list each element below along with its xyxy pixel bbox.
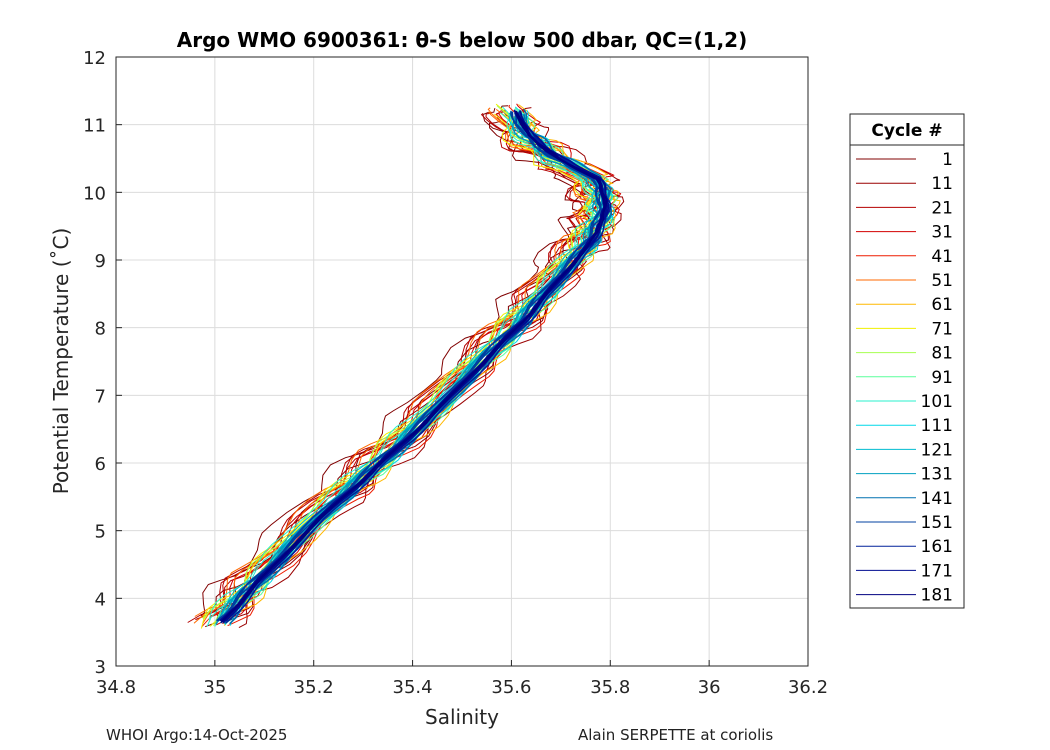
y-tick-label: 9 xyxy=(95,251,106,272)
y-tick-label: 6 xyxy=(95,454,106,475)
legend-entry-label: 31 xyxy=(931,223,953,243)
x-axis-label: Salinity xyxy=(425,705,499,729)
x-tick-label: 35.2 xyxy=(294,677,334,698)
x-tick-label: 35.4 xyxy=(393,677,433,698)
axis-ticks: 34.8 35 35.2 35.4 35.6 35.8 36 36.2 3 4 5 6 7 8 9 10 11 1… xyxy=(83,48,828,698)
cycle-profile-line xyxy=(195,112,588,621)
x-tick-label: 35.8 xyxy=(590,677,630,698)
y-axis-label: Potential Temperature (˚C) xyxy=(49,228,73,495)
cycle-profile-line xyxy=(220,111,606,623)
footer-right: Alain SERPETTE at coriolis xyxy=(578,726,774,744)
x-tick-label: 36 xyxy=(698,677,721,698)
y-tick-label: 3 xyxy=(95,657,106,678)
legend-entries: 1112131415161718191101111121131141151161… xyxy=(856,150,953,606)
profiles xyxy=(187,103,625,629)
legend-entry-label: 151 xyxy=(921,513,953,533)
y-tick-label: 11 xyxy=(83,116,106,137)
legend-entry-label: 11 xyxy=(931,174,953,194)
legend-entry-label: 51 xyxy=(931,271,953,291)
cycle-profile-line xyxy=(225,110,610,622)
legend: Cycle # 11121314151617181911011111211311… xyxy=(849,113,965,609)
y-tick-label: 4 xyxy=(95,589,106,610)
legend-entry-label: 41 xyxy=(931,247,953,267)
legend-title: Cycle # xyxy=(871,121,942,141)
plot-frame xyxy=(115,56,809,667)
y-tick-label: 5 xyxy=(95,522,106,543)
cycle-profile-line xyxy=(193,111,592,624)
legend-entry-label: 61 xyxy=(931,295,953,315)
legend-entry-label: 1 xyxy=(942,150,953,170)
legend-entry-label: 81 xyxy=(931,344,953,364)
x-tick-label: 35 xyxy=(203,677,226,698)
legend-entry-label: 111 xyxy=(921,416,953,436)
legend-entry-label: 161 xyxy=(921,537,953,557)
legend-entry-label: 121 xyxy=(921,440,953,460)
legend-entry-label: 141 xyxy=(921,489,953,509)
legend-entry-label: 71 xyxy=(931,319,953,339)
legend-entry-label: 101 xyxy=(921,392,953,412)
legend-entry-label: 131 xyxy=(921,465,953,485)
y-tick-label: 8 xyxy=(95,319,106,340)
legend-box xyxy=(849,113,965,609)
y-tick-label: 7 xyxy=(95,386,106,407)
x-tick-label: 34.8 xyxy=(96,677,136,698)
legend-entry-label: 181 xyxy=(921,586,953,606)
x-tick-label: 36.2 xyxy=(788,677,828,698)
cycle-profile-line xyxy=(202,105,599,620)
x-tick-label: 35.6 xyxy=(491,677,531,698)
legend-entry-label: 21 xyxy=(931,198,953,218)
cycle-profile-line xyxy=(194,107,590,617)
y-tick-label: 12 xyxy=(83,48,106,69)
chart-title: Argo WMO 6900361: θ-S below 500 dbar, QC… xyxy=(177,28,747,52)
footer-left: WHOI Argo:14-Oct-2025 xyxy=(106,726,288,744)
y-tick-label: 10 xyxy=(83,183,106,204)
legend-entry-label: 91 xyxy=(931,368,953,388)
legend-entry-label: 171 xyxy=(921,561,953,581)
